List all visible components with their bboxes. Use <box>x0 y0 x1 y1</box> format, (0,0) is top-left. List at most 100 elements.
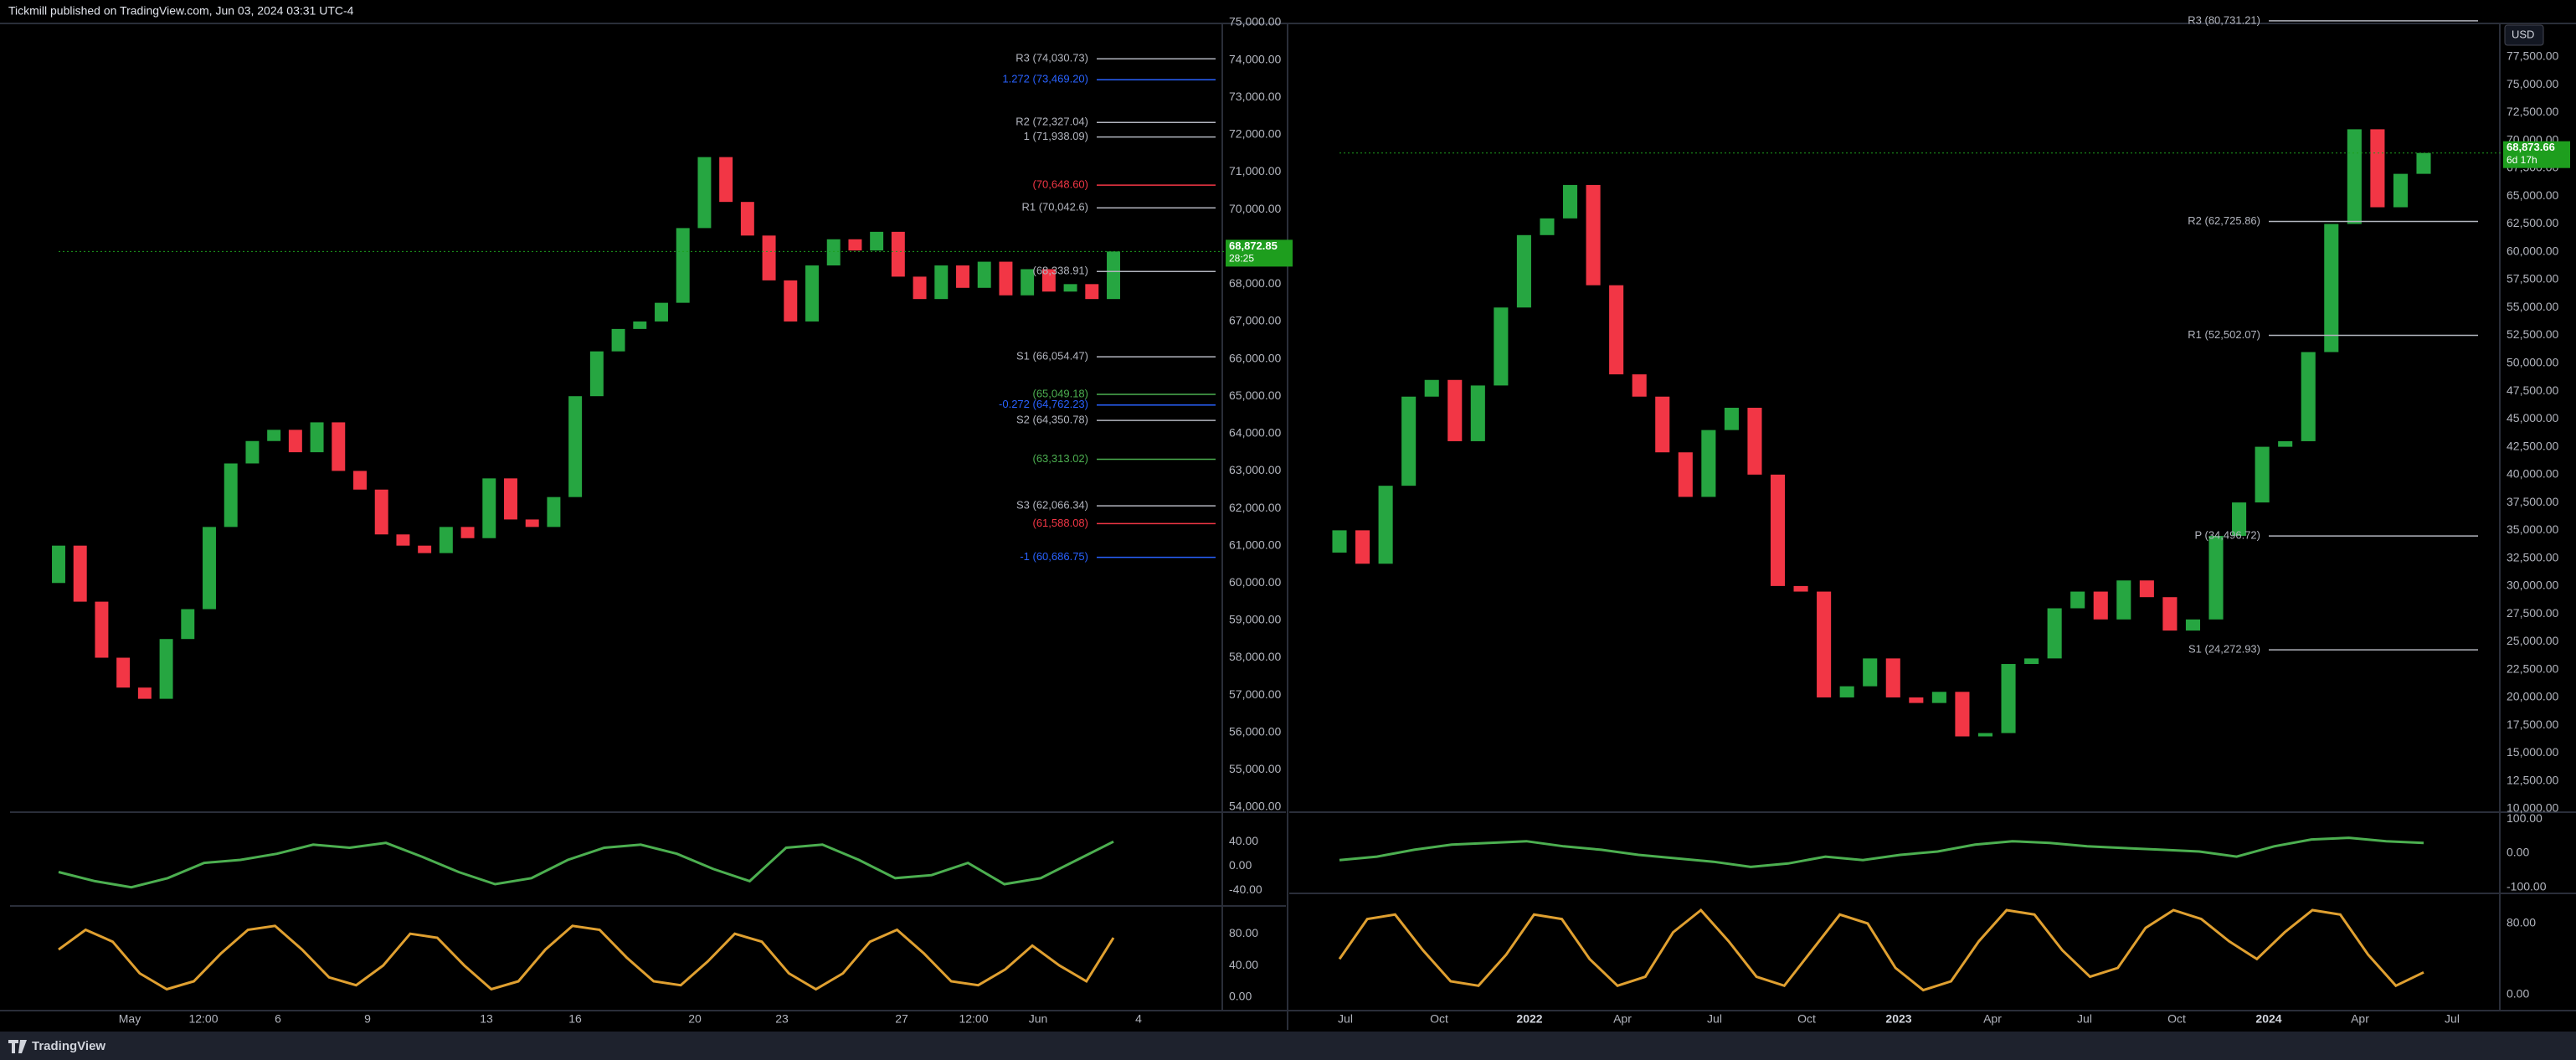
candle <box>1770 474 1786 586</box>
x-tick-label: Apr <box>1983 1012 2002 1026</box>
y-tick-label: 25,000.00 <box>2507 634 2558 647</box>
candle <box>611 328 625 352</box>
brand-name: TradingView <box>32 1039 105 1053</box>
x-tick-label: 16 <box>568 1012 582 1026</box>
osc-tick-label: 0.00 <box>1229 990 1252 1003</box>
candle <box>1724 408 1739 430</box>
y-tick-label: 52,500.00 <box>2507 327 2558 341</box>
candle <box>568 396 583 497</box>
y-tick-label: 64,000.00 <box>1229 426 1281 440</box>
x-tick-label: 12:00 <box>188 1012 218 1026</box>
candle <box>1793 585 1808 592</box>
y-tick-label: 55,000.00 <box>2507 300 2558 313</box>
candle <box>1955 692 1970 737</box>
brand-logo <box>8 1040 27 1053</box>
y-tick-label: 63,000.00 <box>1229 463 1281 476</box>
level-label: -1 (60,686.75) <box>1020 550 1088 563</box>
candle <box>934 265 949 300</box>
candle <box>2116 580 2131 620</box>
y-tick-label: 72,500.00 <box>2507 105 2558 118</box>
candle <box>1586 184 1601 286</box>
candle <box>52 545 65 584</box>
y-tick-label: 37,500.00 <box>2507 495 2558 508</box>
candle <box>1885 658 1900 697</box>
candle <box>805 265 819 322</box>
candle <box>1401 396 1417 486</box>
level-label: (63,313.02) <box>1033 452 1089 465</box>
y-tick-label: 59,000.00 <box>1229 613 1281 626</box>
candle <box>2278 440 2293 447</box>
osc-tick-label: 80.00 <box>1229 926 1258 939</box>
candle <box>1747 408 1762 475</box>
level-label: R2 (72,327.04) <box>1015 116 1088 128</box>
y-tick-label: 10,000.00 <box>2507 801 2558 815</box>
x-tick-label: Oct <box>2167 1012 2186 1026</box>
x-tick-label: 13 <box>480 1012 493 1026</box>
last-price-label: 68,873.66 <box>2507 141 2555 153</box>
publisher-line: Tickmill published on TradingView.com, J… <box>8 4 354 18</box>
y-tick-label: 12,500.00 <box>2507 773 2558 786</box>
candle <box>913 276 927 300</box>
candle <box>224 463 238 527</box>
x-tick-label: 12:00 <box>959 1012 988 1026</box>
candle <box>2001 664 2016 733</box>
candle <box>1701 430 1716 497</box>
candle <box>245 440 260 464</box>
level-label: R1 (70,042.6) <box>1022 201 1089 214</box>
candle <box>1378 486 1393 564</box>
y-tick-label: 65,000.00 <box>1229 388 1281 402</box>
osc-tick-label: 100.00 <box>2507 811 2543 825</box>
candle <box>1678 452 1693 497</box>
candle <box>116 657 131 688</box>
y-tick-label: 62,500.00 <box>2507 216 2558 229</box>
x-tick-label: Apr <box>2351 1012 2369 1026</box>
candle <box>1931 692 1946 703</box>
y-tick-label: 61,000.00 <box>1229 538 1281 551</box>
candle <box>2232 502 2247 537</box>
y-tick-label: 20,000.00 <box>2507 690 2558 703</box>
candle <box>2162 597 2178 631</box>
candle <box>676 228 690 303</box>
y-tick-label: 17,500.00 <box>2507 718 2558 731</box>
level-label: S1 (66,054.47) <box>1016 350 1088 363</box>
y-tick-label: 55,000.00 <box>1229 762 1281 775</box>
candle <box>870 231 884 251</box>
x-tick-label: 2022 <box>1516 1012 1542 1026</box>
candle <box>740 202 754 236</box>
candle <box>1424 379 1439 397</box>
candle <box>288 430 302 453</box>
candle <box>159 639 173 699</box>
last-price-box <box>2503 141 2570 168</box>
candle <box>1977 733 1993 737</box>
candle <box>719 157 733 203</box>
y-tick-label: 75,000.00 <box>2507 77 2558 90</box>
y-tick-label: 60,000.00 <box>1229 575 1281 589</box>
y-tick-label: 58,000.00 <box>1229 650 1281 663</box>
x-tick-label: 6 <box>275 1012 281 1026</box>
candle <box>460 527 475 538</box>
candle <box>525 519 539 527</box>
y-tick-label: 57,500.00 <box>2507 272 2558 286</box>
candle <box>1085 284 1099 300</box>
candle <box>310 422 324 453</box>
x-tick-label: 20 <box>688 1012 702 1026</box>
candle <box>891 231 905 277</box>
level-label: -0.272 (64,762.23) <box>999 398 1088 410</box>
y-tick-label: 35,000.00 <box>2507 522 2558 536</box>
currency-label: USD <box>2512 28 2534 40</box>
y-tick-label: 67,000.00 <box>1229 314 1281 327</box>
y-tick-label: 71,000.00 <box>1229 164 1281 178</box>
level-label: S1 (24,272.93) <box>2188 643 2260 656</box>
candle <box>826 239 841 266</box>
y-tick-label: 50,000.00 <box>2507 356 2558 369</box>
candle <box>633 321 647 329</box>
osc-tick-label: 0.00 <box>1229 858 1252 872</box>
candle <box>2093 591 2108 620</box>
candle <box>1041 269 1056 292</box>
candle <box>2393 173 2408 208</box>
level-label: R3 (80,731.21) <box>2188 13 2260 26</box>
oscillator-line <box>1338 908 2424 992</box>
x-tick-label: Jun <box>1029 1012 1048 1026</box>
